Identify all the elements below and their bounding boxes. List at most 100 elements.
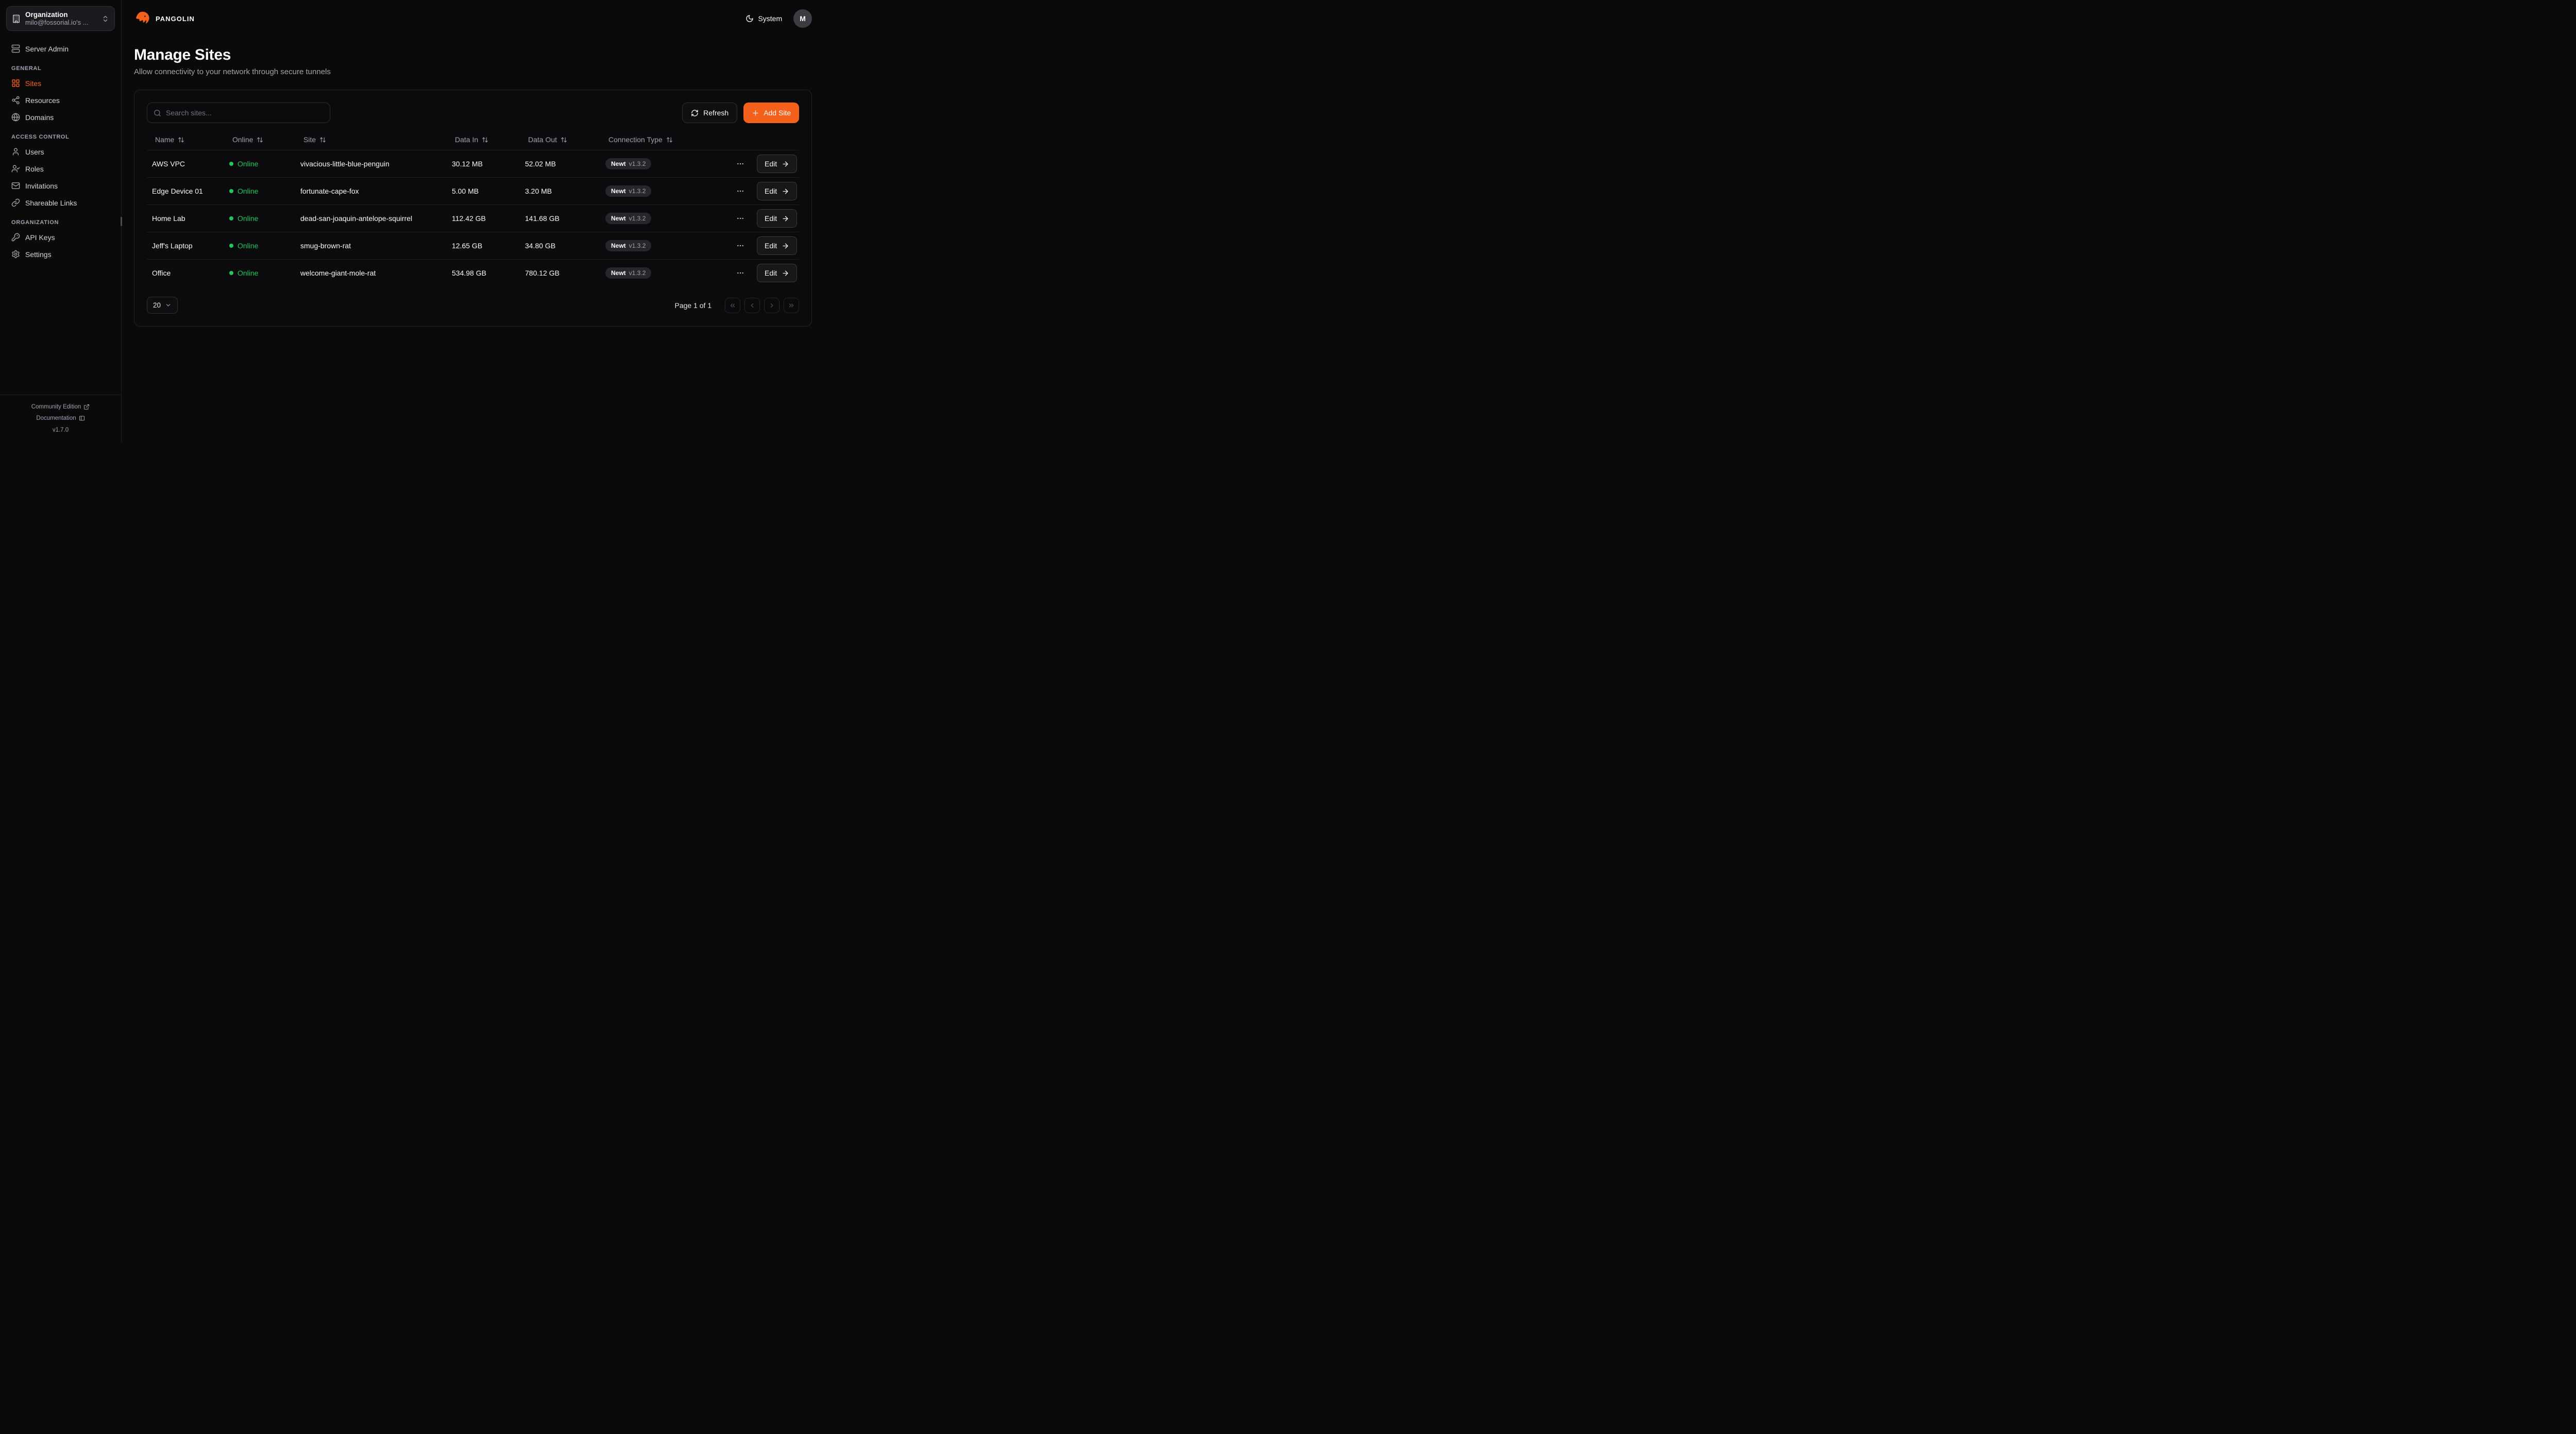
gear-icon <box>11 250 20 259</box>
sidebar-item-server-admin[interactable]: Server Admin <box>6 40 115 57</box>
brand: PANGOLIN <box>134 10 195 27</box>
page-info: Page 1 of 1 <box>674 301 712 310</box>
org-picker[interactable]: Organization milo@fossorial.io's ... <box>6 6 115 31</box>
page-size-select[interactable]: 20 <box>147 297 178 314</box>
sidebar-item-label: Settings <box>25 250 52 259</box>
table-toolbar: Refresh Add Site <box>147 103 800 123</box>
building-icon <box>12 14 21 23</box>
sidebar-item-label: Users <box>25 147 44 156</box>
arrow-right-icon <box>783 243 788 248</box>
sidebar-item-sites[interactable]: Sites <box>6 75 115 92</box>
connection-type-badge: Newt v1.3.2 <box>605 158 652 169</box>
arrow-right-icon <box>783 270 788 276</box>
chevrons-up-down-icon <box>101 15 109 23</box>
column-header-site[interactable]: Site <box>295 130 447 150</box>
table-row: AWS VPC Online vivacious-little-blue-pen… <box>147 150 800 177</box>
sidebar-item-invitations[interactable]: Invitations <box>6 177 115 194</box>
edit-button[interactable]: Edit <box>757 182 798 200</box>
search-input[interactable] <box>166 109 324 117</box>
globe-icon <box>11 113 20 122</box>
cell-data-in: 112.42 GB <box>452 214 486 223</box>
cell-actions: Edit <box>729 182 799 200</box>
table-row: Home Lab Online dead-san-joaquin-antelop… <box>147 204 800 232</box>
mail-icon <box>11 181 20 190</box>
sidebar-item-api-keys[interactable]: API Keys <box>6 229 115 246</box>
ellipsis-icon <box>737 190 743 192</box>
row-menu-button[interactable] <box>734 240 747 252</box>
sidebar-item-shareable-links[interactable]: Shareable Links <box>6 194 115 211</box>
edit-button[interactable]: Edit <box>757 209 798 228</box>
column-header-name[interactable]: Name <box>147 130 224 150</box>
online-label: Online <box>238 187 259 195</box>
refresh-icon <box>691 109 698 116</box>
cell-data-out: 780.12 GB <box>525 269 560 277</box>
online-label: Online <box>238 269 259 277</box>
refresh-button[interactable]: Refresh <box>682 103 738 123</box>
edit-button[interactable]: Edit <box>757 236 798 255</box>
edit-button[interactable]: Edit <box>757 155 798 173</box>
user-check-icon <box>11 164 20 173</box>
community-edition-link[interactable]: Community Edition <box>31 401 90 413</box>
cell-data-out: 52.02 MB <box>525 160 556 168</box>
sidebar-nav: Server Admin GENERAL Sites Resources Dom… <box>0 37 121 263</box>
sites-icon <box>11 79 20 88</box>
table-header: Name Online Site Data In Data Out Connec… <box>147 130 799 150</box>
user-icon <box>11 147 20 156</box>
search-box[interactable] <box>147 103 330 123</box>
sidebar-item-domains[interactable]: Domains <box>6 109 115 126</box>
next-page-button[interactable] <box>764 297 780 313</box>
sidebar-footer: Community Edition Documentation v1.7.0 <box>0 394 121 443</box>
external-link-icon <box>84 404 90 409</box>
cell-data-in: 30.12 MB <box>452 160 483 168</box>
cell-site-name: Office <box>152 269 171 277</box>
prev-page-button[interactable] <box>744 297 760 313</box>
column-header-data-out[interactable]: Data Out <box>520 130 600 150</box>
connection-type-badge: Newt v1.3.2 <box>605 185 652 197</box>
cell-tunnel-name: fortunate-cape-fox <box>300 187 359 195</box>
avatar[interactable]: M <box>793 9 812 28</box>
column-header-connection-type[interactable]: Connection Type <box>600 130 729 150</box>
row-menu-button[interactable] <box>734 185 747 197</box>
sort-icon <box>482 137 488 142</box>
column-header-online[interactable]: Online <box>224 130 295 150</box>
online-label: Online <box>238 242 259 250</box>
plus-icon <box>753 110 758 115</box>
cell-data-out: 34.80 GB <box>525 242 556 250</box>
add-site-button[interactable]: Add Site <box>743 103 800 123</box>
cell-data-out: 141.68 GB <box>525 214 560 223</box>
last-page-button[interactable] <box>784 297 800 313</box>
connection-type-badge: Newt v1.3.2 <box>605 213 652 224</box>
chevron-right-icon <box>770 303 773 308</box>
cell-actions: Edit <box>729 209 799 228</box>
documentation-link[interactable]: Documentation <box>36 413 84 424</box>
cell-site-name: Jeff's Laptop <box>152 242 193 250</box>
row-menu-button[interactable] <box>734 212 747 225</box>
sidebar-resize-handle[interactable] <box>121 217 122 226</box>
moon-icon <box>746 15 754 22</box>
sidebar-item-roles[interactable]: Roles <box>6 160 115 177</box>
cell-connection-type: Newt v1.3.2 <box>600 158 729 169</box>
row-menu-button[interactable] <box>734 267 747 279</box>
column-header-data-in[interactable]: Data In <box>447 130 520 150</box>
sort-icon <box>178 137 184 142</box>
arrow-right-icon <box>783 161 788 166</box>
sidebar-item-settings[interactable]: Settings <box>6 246 115 263</box>
sites-card: Refresh Add Site Name Online Site <box>134 90 812 327</box>
cell-actions: Edit <box>729 264 799 282</box>
page-title: Manage Sites <box>134 46 231 63</box>
row-menu-button[interactable] <box>734 158 747 170</box>
theme-toggle[interactable]: System <box>745 14 782 23</box>
table-body: AWS VPC Online vivacious-little-blue-pen… <box>147 150 800 286</box>
cell-site-name: Edge Device 01 <box>152 187 203 195</box>
sidebar-item-resources[interactable]: Resources <box>6 92 115 109</box>
cell-online-status: Online <box>224 269 295 277</box>
cell-tunnel-name: welcome-giant-mole-rat <box>300 269 376 277</box>
sidebar-item-users[interactable]: Users <box>6 143 115 160</box>
table-footer: 20 Page 1 of 1 <box>147 297 800 314</box>
table-row: Jeff's Laptop Online smug-brown-rat 12.6… <box>147 232 800 259</box>
first-page-button[interactable] <box>725 297 741 313</box>
section-label-access-control: ACCESS CONTROL <box>11 134 70 140</box>
table-row: Edge Device 01 Online fortunate-cape-fox… <box>147 177 800 204</box>
edit-button[interactable]: Edit <box>757 264 798 282</box>
cell-online-status: Online <box>224 187 295 195</box>
